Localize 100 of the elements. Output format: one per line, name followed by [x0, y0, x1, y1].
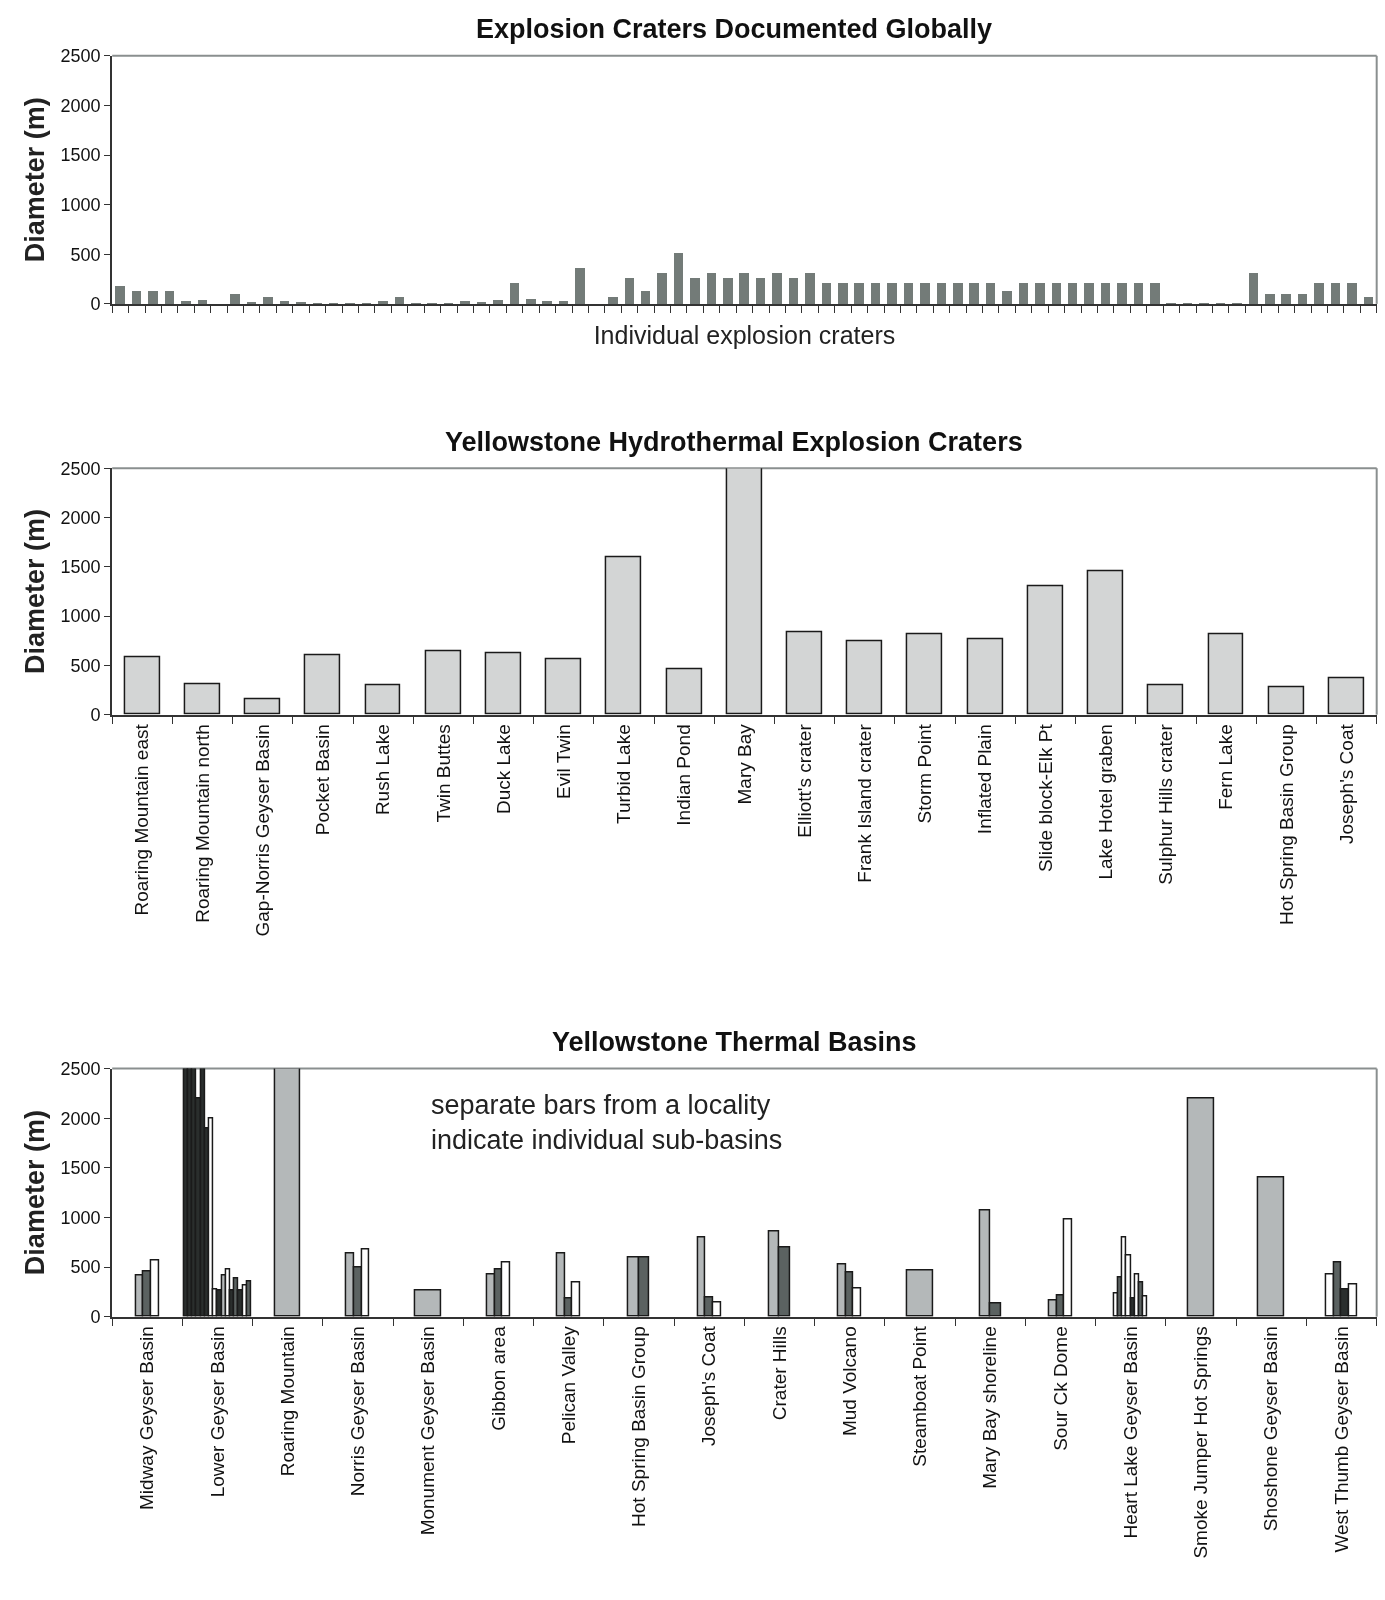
bar — [1146, 683, 1184, 715]
x-tick-label: West Thumb Geyser Basin — [1330, 1326, 1352, 1553]
x-tick-label: Joseph's Coat — [698, 1325, 720, 1447]
bar — [625, 277, 635, 304]
x-tick-label: Hot Spring Basin Group — [628, 1326, 650, 1527]
bar — [1026, 584, 1064, 715]
bar — [966, 637, 1004, 715]
y-tick-label: 2500 — [60, 458, 101, 479]
chart-title: Yellowstone Thermal Basins — [552, 1027, 917, 1057]
bar — [1364, 296, 1374, 304]
bar — [1298, 293, 1308, 304]
y-tick-label: 2000 — [60, 507, 101, 528]
y-tick-label: 1500 — [60, 557, 101, 578]
bar — [148, 290, 159, 304]
bar — [604, 555, 642, 715]
y-tick-label: 1000 — [60, 1207, 101, 1228]
bar — [665, 667, 703, 715]
x-tick-label: Inflated Plain — [974, 724, 996, 835]
bar — [845, 639, 883, 715]
x-tick-label: Rush Lake — [372, 724, 394, 816]
bar — [181, 300, 192, 304]
bar — [785, 630, 823, 715]
bar — [725, 468, 763, 715]
bar — [263, 296, 274, 304]
bar — [1327, 676, 1365, 715]
bar — [756, 277, 766, 304]
y-tick-label: 2500 — [60, 1058, 101, 1079]
bar — [707, 272, 717, 304]
bar — [484, 651, 522, 715]
bar — [1331, 282, 1341, 304]
bar — [115, 285, 126, 304]
bar — [243, 697, 281, 715]
x-tick-label: Mary Bay — [733, 723, 755, 805]
x-tick-label: Monument Geyser Basin — [417, 1326, 439, 1536]
bar — [364, 683, 401, 715]
y-axis-title: Diameter (m) — [20, 508, 51, 674]
bar — [526, 298, 537, 304]
bar — [905, 632, 943, 715]
bar — [247, 301, 257, 304]
bar — [772, 272, 783, 304]
bar — [657, 272, 668, 304]
bar — [986, 282, 996, 304]
bar — [1265, 293, 1276, 304]
x-tick-label: Joseph's Coat — [1335, 723, 1357, 845]
x-tick-label: Slide block-Elk Pt — [1034, 723, 1056, 873]
x-tick-label: Midway Geyser Basin — [136, 1326, 158, 1510]
y-tick-label: 2000 — [60, 95, 101, 116]
bar — [183, 682, 221, 715]
bar — [690, 277, 701, 304]
bar — [1019, 282, 1029, 304]
bar — [887, 282, 898, 304]
bar — [641, 290, 651, 304]
bar — [871, 282, 881, 304]
y-tick-label: 500 — [70, 655, 101, 676]
bar — [477, 301, 487, 304]
x-axis-title: Individual explosion craters — [593, 321, 896, 350]
bar — [424, 649, 462, 715]
chart-title: Explosion Craters Documented Globally — [476, 14, 993, 44]
bar — [1117, 282, 1128, 304]
bar — [1052, 282, 1062, 304]
y-tick-label: 0 — [90, 704, 101, 725]
x-tick-label: Frank Island crater — [854, 723, 876, 883]
x-tick-label: Roaring Mountain — [276, 1326, 298, 1477]
bar — [544, 657, 582, 715]
y-tick-label: 2500 — [60, 46, 101, 67]
x-tick-label: Duck Lake — [492, 724, 514, 815]
bar — [460, 300, 471, 304]
bar — [296, 301, 307, 304]
x-tick-label: Lower Geyser Basin — [206, 1326, 228, 1498]
x-tick-label: Heart Lake Geyser Basin — [1119, 1326, 1141, 1539]
bar — [575, 267, 586, 304]
bar — [805, 272, 816, 304]
bar — [1150, 282, 1161, 304]
bar — [1134, 282, 1144, 304]
bar — [789, 277, 799, 304]
y-tick-label: 1000 — [60, 194, 101, 215]
x-tick-label: Sulphur Hills crater — [1155, 723, 1177, 885]
bar — [510, 282, 520, 304]
bar — [123, 655, 161, 715]
bar — [559, 300, 569, 304]
bar — [1101, 282, 1111, 304]
bar — [1347, 282, 1358, 304]
y-tick-label: 1000 — [60, 606, 101, 627]
x-tick-label: Crater Hills — [768, 1326, 790, 1421]
bar — [920, 282, 931, 304]
x-tick-label: Lake Hotel graben — [1094, 724, 1116, 880]
bar — [230, 293, 241, 304]
x-tick-label: Norris Geyser Basin — [347, 1326, 369, 1497]
x-tick-label: Shoshone Geyser Basin — [1260, 1326, 1282, 1532]
x-tick-label: Fern Lake — [1215, 724, 1237, 810]
bar — [953, 282, 964, 304]
y-tick-label: 0 — [90, 1306, 101, 1327]
bar — [395, 296, 405, 304]
bar — [822, 282, 832, 304]
bar — [854, 282, 865, 304]
x-tick-label: Pocket Basin — [312, 724, 334, 836]
bar — [674, 252, 684, 304]
bar — [1084, 282, 1095, 304]
y-tick-label: 1500 — [60, 145, 101, 166]
bar — [937, 282, 947, 304]
